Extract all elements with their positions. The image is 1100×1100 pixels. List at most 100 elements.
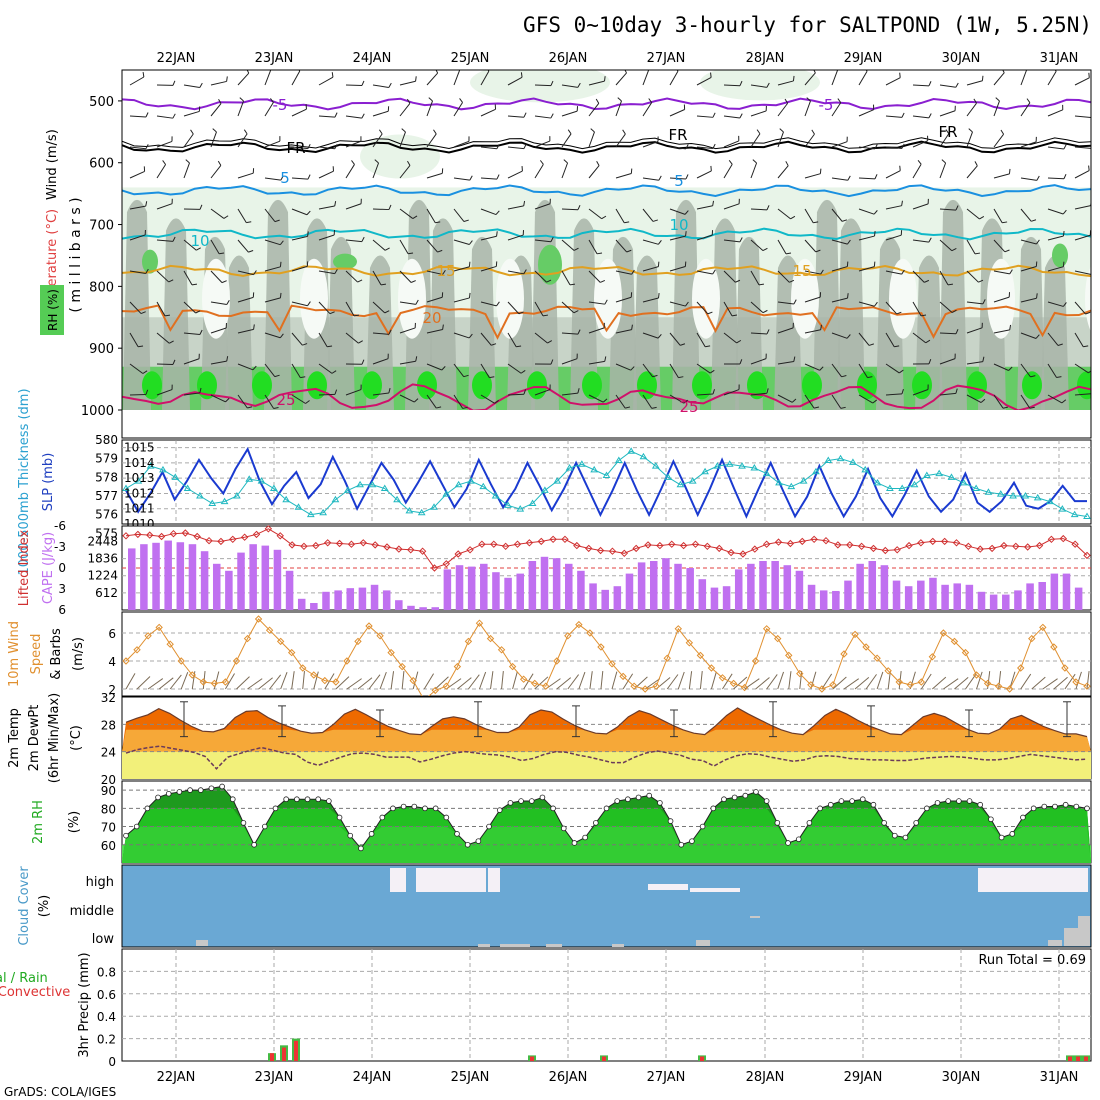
wind-barb	[939, 332, 957, 335]
wind-barb-flag	[901, 200, 903, 206]
li-point	[988, 544, 996, 553]
wind10-barb	[788, 671, 792, 690]
rh2m-point	[870, 801, 877, 808]
wind-barb	[885, 270, 902, 275]
wind-barb	[156, 239, 173, 242]
wind-barb-flag	[766, 388, 769, 394]
wind10-barb	[534, 676, 549, 690]
wind-barb-flag	[712, 143, 716, 149]
wind10-point	[343, 657, 351, 665]
ylabel-temp2m-1: 2m Temp	[7, 708, 22, 768]
wind10-line	[125, 618, 1088, 696]
wind-barb	[912, 84, 930, 87]
wind-barb	[210, 208, 225, 219]
wind-barb	[210, 360, 227, 365]
wind-barb-flag	[142, 71, 145, 78]
wind-barb-flag	[1030, 375, 1036, 378]
wind-barb-flag	[928, 113, 932, 119]
precip-conv-bar	[700, 1056, 704, 1061]
wind-barb-flag	[334, 389, 338, 395]
cape-bar	[710, 587, 719, 610]
thickness-point	[824, 456, 833, 464]
wind-barb	[264, 332, 281, 339]
cape-bar	[152, 542, 160, 610]
li-point	[454, 550, 462, 558]
wind-barb-flag	[1062, 302, 1067, 307]
li-point	[952, 539, 961, 547]
ylabel-millibars: ( m i l l i b a r s )	[68, 197, 84, 312]
upper-air-panel: 500 600 700 800 900 1000 -5 -5 FR FR FR 5 5 10 10 15 15…	[40, 69, 1092, 439]
wind-barb	[426, 72, 439, 86]
wind-barb-flag	[495, 210, 500, 215]
wind10-barb	[136, 676, 151, 690]
wind-barb	[966, 361, 983, 365]
wind-barb	[453, 266, 470, 272]
wind10-point	[663, 654, 671, 662]
cape-li-panel: -6 -3 0 3 6 2448 1836 1224 612 Lifted Index CAPE…	[17, 519, 1092, 617]
cape-bar	[431, 607, 440, 610]
wind-barb	[156, 164, 167, 179]
wind-barb	[1074, 393, 1091, 396]
wind-barb	[750, 133, 761, 148]
rh2m-point	[155, 794, 161, 801]
wind10-barb	[357, 677, 373, 690]
cape-bar	[443, 569, 452, 610]
cape-bar	[892, 580, 901, 610]
wind-barb-flag	[766, 329, 770, 335]
rh-column	[939, 199, 967, 410]
wind-barb	[399, 301, 416, 305]
li-point	[418, 547, 427, 555]
wind-barb	[993, 100, 1000, 117]
wind-barb-flag	[542, 314, 549, 317]
li-point	[917, 539, 925, 547]
wind-barb	[723, 140, 739, 148]
wind-barb	[372, 239, 386, 251]
wind-barb-flag	[253, 270, 257, 275]
wind-barb-flag	[739, 113, 743, 119]
thickness-point	[959, 478, 968, 486]
wind10-point	[1050, 643, 1058, 651]
wind-barb	[642, 70, 650, 86]
wind-barb	[993, 296, 1010, 303]
wind-barb	[507, 170, 523, 179]
rh2m-point	[539, 794, 546, 801]
wind-barb	[372, 270, 382, 286]
cloud-block	[546, 944, 562, 947]
wind-barb	[858, 301, 875, 307]
li-point	[1000, 541, 1008, 550]
cape-bar	[953, 583, 961, 610]
wind-barb	[615, 363, 631, 371]
thickness-point	[1009, 492, 1017, 499]
wind-barb-flag	[1002, 70, 1005, 73]
wind-barb-flag	[408, 252, 414, 255]
wind-barb	[804, 100, 811, 117]
wind-barb	[561, 301, 575, 314]
wind-barb	[939, 239, 953, 252]
rh-gap	[398, 258, 426, 339]
rh-bright-spot	[802, 371, 822, 400]
temp-tick-label: 32	[101, 691, 116, 705]
li-point	[264, 525, 273, 533]
wind-barb	[723, 115, 740, 119]
wind10-barb	[1042, 678, 1058, 690]
cape-bar	[395, 600, 403, 610]
thickness-point	[873, 478, 882, 486]
wind-barb-flag	[1063, 144, 1067, 150]
wind-barb-flag	[361, 80, 365, 86]
isotherms	[122, 97, 1091, 410]
wind-barb-flag	[685, 301, 689, 307]
ylabel-temp2m-4: (°C)	[69, 725, 84, 751]
wind10-point	[862, 643, 870, 651]
cape-bar	[856, 563, 864, 610]
rh-gap	[1085, 265, 1091, 332]
upper-y-tick-label: 700	[89, 219, 114, 234]
cape-bar	[492, 572, 500, 610]
wind10m-panel: 6 4 2 10m Wind Speed & Barbs (m/s)	[7, 611, 1092, 697]
thickness-point	[183, 484, 192, 492]
rh2m-point	[827, 801, 834, 808]
wind10-barb	[976, 671, 983, 690]
wind-barb-flag	[630, 366, 635, 371]
wind-barb	[696, 77, 712, 86]
wind10-barb	[600, 671, 604, 690]
wind-barb	[669, 266, 686, 272]
